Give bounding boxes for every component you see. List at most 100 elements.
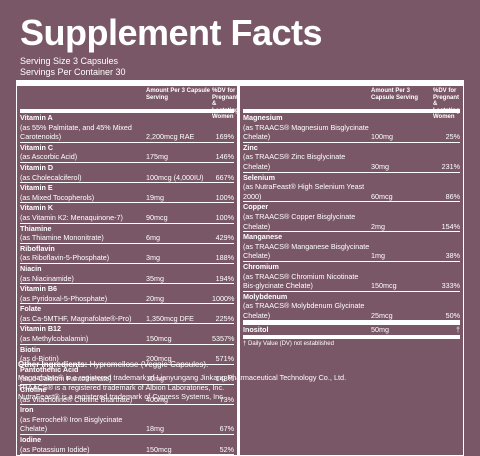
trademark-note: Magnafolate® is a registered trademark o…	[18, 372, 347, 382]
nutrient-source: (as Potassium Iodide)	[20, 444, 90, 454]
nutrient-row: Vitamin D (as Cholecalciferol) 100mcg (4,0…	[20, 163, 234, 184]
dv-header: %DV for Pregnant & Lactating Women	[433, 88, 460, 121]
nutrient-source: (as Vitamin K2: Menaquinone-7)	[20, 212, 123, 222]
nutrient-row: Vitamin B6 (as Pyridoxal-5-Phosphate) 20mg…	[20, 284, 234, 305]
daily-value: 188%	[215, 253, 234, 263]
nutrient: Vitamin C (as Ascorbic Acid)	[20, 143, 146, 162]
nutrient-row: Inositol 50mg †	[243, 321, 460, 340]
facts-table: Amount Per 3 Capsule Serving %DV for Preg…	[16, 86, 464, 456]
amount: 2mg	[371, 221, 385, 231]
nutrient-source: (as Mixed Tocopherols)	[20, 192, 95, 202]
nutrient-row: Choline (as Vitacholine® Choline Bitartra…	[20, 385, 234, 406]
nutrient-name: Vitamin C	[20, 142, 54, 152]
nutrient-name: Thiamine	[20, 223, 52, 233]
nutrient-source: (as Thiamine Mononitrate)	[20, 233, 104, 243]
daily-value: 194%	[215, 273, 234, 283]
dv-header: %DV for Pregnant & Lactating Women	[212, 88, 239, 121]
amount: 150mcg	[371, 281, 397, 291]
daily-value: 100%	[215, 212, 234, 222]
nutrient: Manganese (as TRAACS® Manganese Bisglycin…	[243, 232, 371, 261]
nutrient-name: Riboflavin	[20, 243, 55, 253]
nutrient-row: Molybdenum (as TRAACS® Molybdenum Glycina…	[243, 292, 460, 322]
amount: 200mcg	[146, 354, 172, 364]
nutrient: Vitamin K (as Vitamin K2: Menaquinone-7)	[20, 203, 146, 222]
nutrient-name: Vitamin D	[20, 162, 54, 172]
nutrient-source: (as Ascorbic Acid)	[20, 152, 78, 162]
nutrient-row: Vitamin B12 (as Methylcobalamin) 150mcg 535…	[20, 324, 234, 345]
daily-value: 86%	[445, 191, 460, 201]
column: Amount Per 3 Capsule Serving %DV for Preg…	[240, 86, 463, 455]
nutrient-source: (as TRAACS® Manganese Bisglycinate Chela…	[243, 241, 370, 261]
nutrient-source: (as Vitacholine® Choline Bitartrate)	[20, 394, 133, 404]
amount: 90mcg	[146, 212, 168, 222]
nutrient-row: Iron (as Ferrochel® Iron Bisglycinate Che…	[20, 405, 234, 435]
column-header: Amount Per 3 Capsule Serving %DV for Preg…	[20, 86, 239, 120]
nutrient-source: (as Ferrochel® Iron Bisglycinate Chelate…	[20, 414, 123, 434]
column-header: Amount Per 3 Capsule Serving %DV for Preg…	[243, 86, 460, 120]
nutrient-row: Vitamin E (as Mixed Tocopherols) 19mg 100%	[20, 183, 234, 204]
amount: 2,200mcg RAE	[146, 132, 195, 142]
nutrient-name: Vitamin A	[20, 113, 53, 122]
title: Supplement Facts	[20, 12, 323, 53]
rule	[16, 80, 464, 86]
amount: 30mg	[371, 161, 389, 171]
amount: 150mcg	[146, 444, 172, 454]
amount: 175mg	[146, 152, 168, 162]
daily-value: 73%	[219, 394, 234, 404]
nutrient: Vitamin B12 (as Methylcobalamin)	[20, 324, 146, 343]
nutrient: Vitamin A (as 55% Palmitate, and 45% Mixe…	[20, 113, 146, 142]
nutrient: Zinc (as TRAACS® Zinc Bisglycinate Chelat…	[243, 143, 371, 172]
nutrient: Molybdenum (as TRAACS® Molybdenum Glycina…	[243, 292, 371, 321]
nutrient: Biotin (as d-Biotin)	[20, 345, 146, 364]
nutrient-name: Copper	[243, 202, 269, 212]
nutrient-source: (as TRAACS® Copper Bisglycinate Chelate)	[243, 211, 356, 231]
daily-value: 231%	[441, 161, 460, 171]
nutrient-row: Copper (as TRAACS® Copper Bisglycinate Ch…	[243, 202, 460, 233]
nutrient: Thiamine (as Thiamine Mononitrate)	[20, 224, 146, 243]
nutrient-row: Vitamin A (as 55% Palmitate, and 45% Mixe…	[20, 113, 234, 143]
nutrient-name: Magnesium	[243, 113, 283, 122]
amount: 35mg	[146, 273, 164, 283]
nutrient-row: Manganese (as TRAACS® Manganese Bisglycin…	[243, 232, 460, 262]
amount: 25mcg	[371, 310, 393, 320]
nutrient-row: Riboflavin (as Riboflavin-5-Phosphate) 3mg…	[20, 244, 234, 264]
nutrient-name: Folate	[20, 304, 42, 314]
supplement-label: Supplement Facts Serving Size 3 Capsules…	[16, 12, 464, 456]
nutrient-source: (as Cholecalciferol)	[20, 172, 82, 182]
nutrient-row: Folate (as Ca-5MTHF, Magnafolate®-Pro) 1,3…	[20, 304, 234, 325]
other-ingredients: Other Ingredients: Hypromellose (Veggie …	[18, 360, 464, 370]
nutrient: Vitamin D (as Cholecalciferol)	[20, 163, 146, 182]
daily-value: 38%	[445, 251, 460, 261]
nutrient: Niacin (as Niacinamide)	[20, 264, 146, 283]
amount: 60mcg	[371, 191, 393, 201]
nutrient-source: (as TRAACS® Magnesium Bisglycinate Chela…	[243, 122, 369, 142]
nutrient-source: (as TRAACS® Zinc Bisglycinate Chelate)	[243, 152, 346, 171]
nutrient-name: Vitamin B12	[20, 324, 62, 334]
nutrient-row: Zinc (as TRAACS® Zinc Bisglycinate Chelat…	[243, 143, 460, 173]
nutrient-name: Pantothenic Acid	[20, 364, 79, 374]
nutrient-name: Zinc	[243, 142, 258, 152]
nutrient: Copper (as TRAACS® Copper Bisglycinate Ch…	[243, 202, 371, 231]
nutrient-name: Biotin	[20, 344, 41, 354]
amount: 19mg	[146, 192, 164, 202]
daily-value: †	[456, 325, 460, 335]
nutrient-row: Niacin (as Niacinamide) 35mg 194%	[20, 264, 234, 285]
nutrient-name: Chromium	[243, 261, 279, 271]
nutrient-source: (as Methylcobalamin)	[20, 334, 89, 344]
daily-value: 67%	[219, 424, 234, 434]
nutrient: Vitamin E (as Mixed Tocopherols)	[20, 183, 146, 202]
nutrient: Pantothenic Acid (as d-Calcium Pantothena…	[20, 365, 146, 384]
amount: 400mg	[146, 394, 168, 404]
nutrient-source: (as d-Calcium Pantothenate)	[20, 374, 112, 384]
serving-size: Serving Size 3 Capsules	[20, 56, 119, 66]
daily-value: 146%	[215, 152, 234, 162]
nutrient-row: Biotin (as d-Biotin) 200mcg 571%	[20, 345, 234, 365]
nutrient: Vitamin B6 (as Pyridoxal-5-Phosphate)	[20, 284, 146, 303]
daily-value: 225%	[215, 313, 234, 323]
nutrient-row: Vitamin C (as Ascorbic Acid) 175mg 146%	[20, 143, 234, 163]
nutrient: Riboflavin (as Riboflavin-5-Phosphate)	[20, 244, 146, 263]
bottom-notes: Other Ingredients: Hypromellose (Veggie …	[18, 360, 464, 402]
amount: 1,350mcg DFE	[146, 313, 194, 323]
nutrient-name: Selenium	[243, 172, 275, 182]
footnote: † Daily Value (DV) not established	[243, 341, 334, 348]
